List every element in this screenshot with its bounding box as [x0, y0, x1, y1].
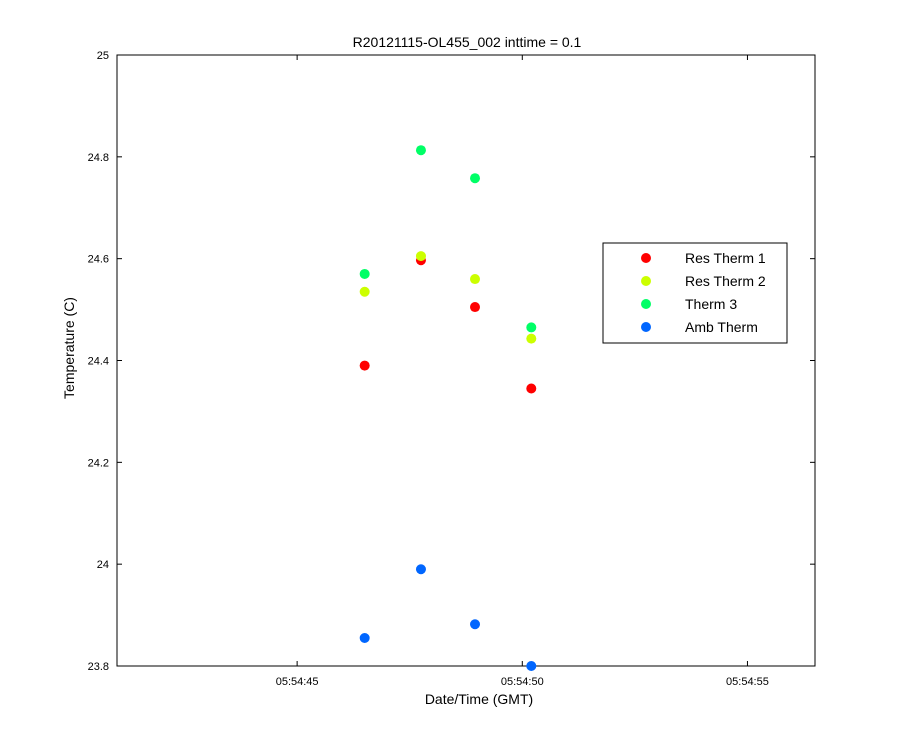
y-tick-label: 24 [97, 559, 109, 571]
x-axis-label: Date/Time (GMT) [425, 691, 533, 707]
data-point-therm-3 [526, 322, 537, 333]
data-point-amb-therm [415, 564, 426, 575]
y-tick-label: 24.6 [88, 254, 109, 266]
legend-box [602, 242, 788, 344]
legend: Res Therm 1 Res Therm 2 Therm 3 Amb Therm [602, 242, 788, 344]
y-tick-label: 23.8 [88, 661, 109, 673]
data-point-therm-3 [470, 173, 481, 184]
legend-marker [641, 253, 651, 263]
x-axis: 05:54:45 05:54:50 05:54:55 [276, 55, 769, 688]
y-tick-label: 25 [97, 50, 109, 62]
data-point-amb-therm [470, 619, 481, 630]
data-point-res-therm-2 [415, 251, 426, 262]
data-point-amb-therm [359, 632, 370, 643]
y-tick-label: 24.2 [88, 457, 109, 469]
legend-marker [641, 299, 651, 309]
legend-label: Amb Therm [685, 319, 758, 335]
y-axis-label: Temperature (C) [61, 297, 77, 399]
y-axis: 23.8 24 24.2 24.4 24.6 24.8 25 [88, 50, 815, 673]
data-point-res-therm-2 [526, 333, 537, 344]
x-tick-label: 05:54:50 [501, 676, 544, 688]
data-point-res-therm-1 [470, 302, 481, 313]
data-point-amb-therm [526, 661, 537, 671]
legend-label: Res Therm 1 [685, 250, 766, 266]
data-point-therm-3 [359, 268, 370, 279]
data-point-res-therm-2 [359, 286, 370, 297]
legend-marker [641, 322, 651, 332]
x-tick-label: 05:54:45 [276, 676, 319, 688]
y-tick-label: 24.8 [88, 152, 109, 164]
data-point-res-therm-2 [470, 274, 481, 285]
y-tick-label: 24.4 [88, 356, 109, 368]
data-points [359, 145, 537, 671]
legend-marker [641, 276, 651, 286]
legend-label: Res Therm 2 [685, 273, 766, 289]
legend-label: Therm 3 [685, 296, 737, 312]
chart-title: R20121115-OL455_002 inttime = 0.1 [353, 34, 582, 50]
x-tick-label: 05:54:55 [726, 676, 769, 688]
data-point-res-therm-1 [526, 383, 537, 394]
data-point-res-therm-1 [359, 360, 370, 371]
data-point-therm-3 [415, 145, 426, 156]
plot-area [116, 54, 816, 667]
